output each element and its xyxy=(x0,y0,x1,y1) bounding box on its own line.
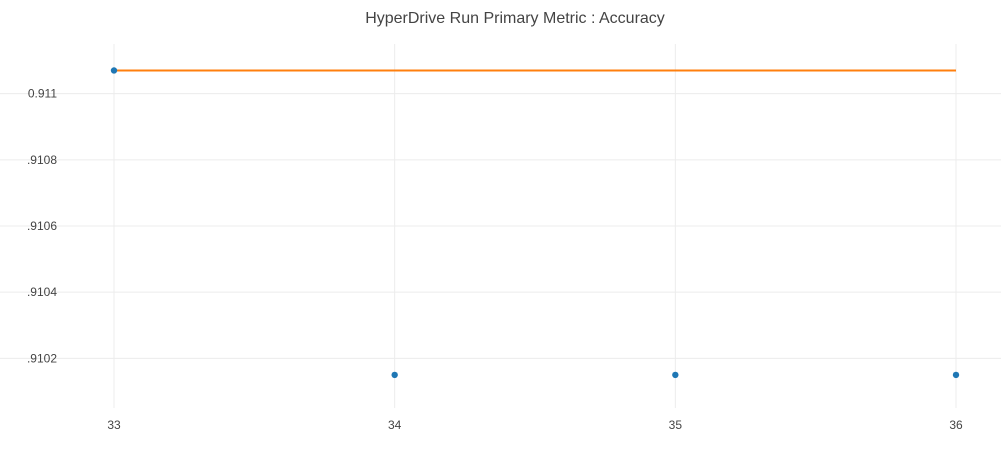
x-tick-label: 34 xyxy=(388,418,402,432)
y-tick-label: .9106 xyxy=(27,219,57,233)
data-point xyxy=(672,371,679,379)
axis-layer: 33 34 35 36 0.911 .9108 .9106 .9104 .9102 xyxy=(27,87,963,432)
y-tick-label: .9108 xyxy=(27,153,57,167)
x-tick-label: 35 xyxy=(669,418,683,432)
x-tick-label: 33 xyxy=(107,418,121,432)
series-layer xyxy=(110,67,960,379)
data-point xyxy=(110,67,118,74)
y-tick-label: 0.911 xyxy=(28,87,57,101)
data-point xyxy=(952,371,960,379)
y-tick-label: .9104 xyxy=(27,285,57,299)
grid-layer xyxy=(0,44,1001,408)
y-tick-label: .9102 xyxy=(27,351,57,365)
data-point xyxy=(391,371,398,379)
x-tick-label: 36 xyxy=(949,418,963,432)
chart-title: HyperDrive Run Primary Metric : Accuracy xyxy=(365,10,665,27)
